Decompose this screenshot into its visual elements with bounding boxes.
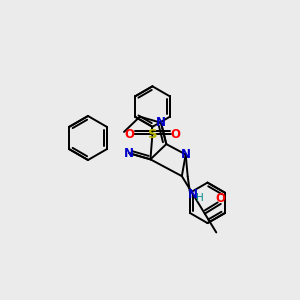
Text: N: N <box>124 147 134 160</box>
Text: H: H <box>196 193 204 203</box>
Text: O: O <box>125 128 135 141</box>
Text: N: N <box>181 148 191 161</box>
Text: O: O <box>216 192 226 206</box>
Text: N: N <box>188 188 198 201</box>
Text: O: O <box>170 128 180 141</box>
Text: S: S <box>148 128 157 141</box>
Text: N: N <box>156 116 166 129</box>
